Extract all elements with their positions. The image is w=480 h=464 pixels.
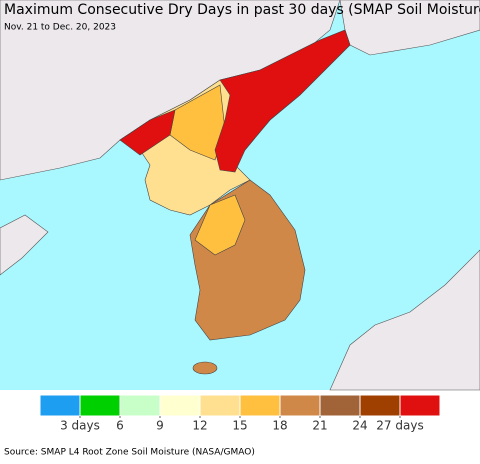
title: Maximum Consecutive Dry Days in past 30 … bbox=[4, 2, 480, 18]
legend-swatch bbox=[359, 394, 401, 417]
legend-swatch bbox=[199, 394, 241, 417]
legend-tick-label: 15 bbox=[232, 419, 247, 433]
subtitle: Nov. 21 to Dec. 20, 2023 bbox=[4, 23, 116, 33]
source: Source: SMAP L4 Root Zone Soil Moisture … bbox=[4, 448, 255, 458]
legend-tick-label: 27 days bbox=[376, 419, 423, 433]
legend-swatch bbox=[399, 394, 441, 417]
legend-tick-label: 9 bbox=[156, 419, 164, 433]
legend-tick-label: 21 bbox=[312, 419, 327, 433]
legend-swatch bbox=[79, 394, 121, 417]
korea bbox=[119, 29, 351, 375]
legend-swatch bbox=[239, 394, 281, 417]
legend-swatch bbox=[119, 394, 161, 417]
legend-swatch bbox=[159, 394, 201, 417]
neighbor-land bbox=[0, 0, 480, 391]
legend-swatch bbox=[319, 394, 361, 417]
legend-tick-label: 12 bbox=[192, 419, 207, 433]
legend-tick-label: 18 bbox=[272, 419, 287, 433]
legend-tick-label: 6 bbox=[116, 419, 124, 433]
legend-swatch bbox=[39, 394, 81, 417]
legend: 3 days 6 9 12 15 18 21 24 27 days bbox=[39, 394, 441, 433]
legend-tick-label: 24 bbox=[352, 419, 367, 433]
legend-tick-label: 3 days bbox=[60, 419, 100, 433]
legend-swatch bbox=[279, 394, 321, 417]
